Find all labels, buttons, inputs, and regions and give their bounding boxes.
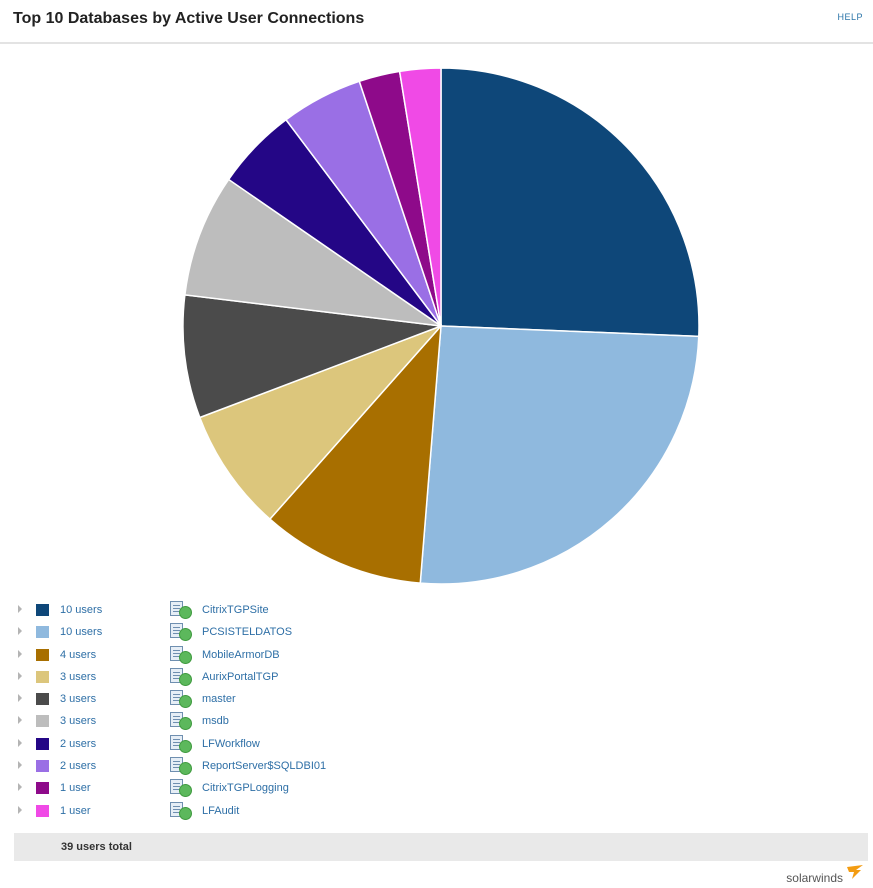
pie-slice-2[interactable] [419, 325, 700, 585]
legend-row: 2 users LFWorkflow [14, 734, 873, 756]
database-name-link[interactable]: CitrixTGPLogging [202, 782, 289, 795]
expand-arrow-icon[interactable] [18, 671, 22, 680]
expand-arrow-icon[interactable] [18, 694, 22, 703]
user-count-link[interactable]: 3 users [60, 670, 97, 683]
legend-swatch [36, 626, 49, 639]
legend-swatch [36, 804, 49, 817]
pie-slice-1[interactable] [440, 67, 700, 338]
legend: 10 users CitrixTGPSite 10 users PCSISTELDAT… [14, 600, 873, 823]
user-count-link[interactable]: 10 users [60, 604, 103, 616]
user-count-link[interactable]: 3 users [60, 715, 97, 728]
user-count-link[interactable]: 3 users [60, 693, 97, 706]
pie-slice-4[interactable] [198, 325, 442, 521]
user-count-link[interactable]: 2 users [60, 737, 97, 750]
expand-arrow-icon[interactable] [18, 605, 22, 613]
legend-row: 3 users master [14, 689, 873, 711]
database-name-link[interactable]: MobileArmorDB [202, 648, 280, 661]
database-status-icon [168, 600, 198, 620]
database-name-link[interactable]: msdb [202, 715, 229, 728]
expand-arrow-icon[interactable] [18, 716, 22, 725]
expand-arrow-icon[interactable] [18, 805, 22, 814]
database-name-link[interactable]: LFAudit [202, 804, 240, 817]
legend-swatch [36, 670, 49, 683]
database-name-link[interactable]: ReportServer$SQLDBI01 [202, 760, 327, 773]
solarwinds-logo-icon [847, 865, 863, 879]
total-users-label: 39 users total [61, 841, 132, 853]
database-name-link[interactable]: LFWorkflow [202, 737, 260, 750]
database-status-icon [168, 711, 198, 731]
database-status-icon [168, 801, 198, 821]
legend-swatch [36, 715, 49, 728]
pie-slice-5[interactable] [182, 294, 442, 419]
legend-row: 2 users ReportServer$SQLDBI01 [14, 756, 873, 778]
brand-logo-text: solarwinds [786, 871, 843, 885]
user-count-link[interactable]: 4 users [60, 648, 97, 661]
database-status-icon [168, 667, 198, 687]
legend-row: 3 users AurixPortalTGP [14, 667, 873, 689]
database-status-icon [168, 689, 198, 709]
pie-slice-10[interactable] [398, 67, 442, 327]
database-status-icon [168, 756, 198, 776]
legend-row: 4 users MobileArmorDB [14, 645, 873, 667]
user-count-link[interactable]: 2 users [60, 760, 97, 773]
legend-row: 1 user CitrixTGPLogging [14, 778, 873, 800]
legend-swatch [36, 737, 49, 750]
legend-row: 1 user LFAudit [14, 801, 873, 823]
legend-swatch [36, 693, 49, 706]
help-link[interactable]: HELP [837, 12, 863, 22]
user-count-link[interactable]: 1 user [60, 804, 91, 817]
database-status-icon [168, 778, 198, 798]
legend-row: 10 users PCSISTELDATOS [14, 622, 873, 644]
database-name-link[interactable]: AurixPortalTGP [202, 670, 279, 683]
expand-arrow-icon[interactable] [18, 627, 22, 636]
expand-arrow-icon[interactable] [18, 649, 22, 658]
database-status-icon [168, 645, 198, 665]
database-name-link[interactable]: CitrixTGPSite [202, 604, 269, 616]
legend-swatch [36, 648, 49, 661]
legend-swatch [36, 782, 49, 795]
pie-chart [182, 67, 700, 585]
legend-swatch [36, 760, 49, 773]
page-title: Top 10 Databases by Active User Connecti… [13, 10, 365, 27]
pie-slice-3[interactable] [268, 323, 442, 584]
total-bar: 39 users total [14, 833, 868, 861]
panel-header: Top 10 Databases by Active User Connecti… [0, 0, 873, 44]
expand-arrow-icon[interactable] [18, 738, 22, 747]
database-name-link[interactable]: master [202, 693, 236, 706]
expand-arrow-icon[interactable] [18, 761, 22, 770]
legend-row: 3 users msdb [14, 711, 873, 733]
user-count-link[interactable]: 10 users [60, 626, 103, 639]
database-status-icon [168, 734, 198, 754]
database-status-icon [168, 622, 198, 642]
expand-arrow-icon[interactable] [18, 783, 22, 792]
legend-swatch [36, 604, 49, 616]
user-count-link[interactable]: 1 user [60, 782, 91, 795]
database-name-link[interactable]: PCSISTELDATOS [202, 626, 293, 639]
legend-row: 10 users CitrixTGPSite [14, 600, 873, 622]
pie-slice-6[interactable] [184, 178, 442, 327]
